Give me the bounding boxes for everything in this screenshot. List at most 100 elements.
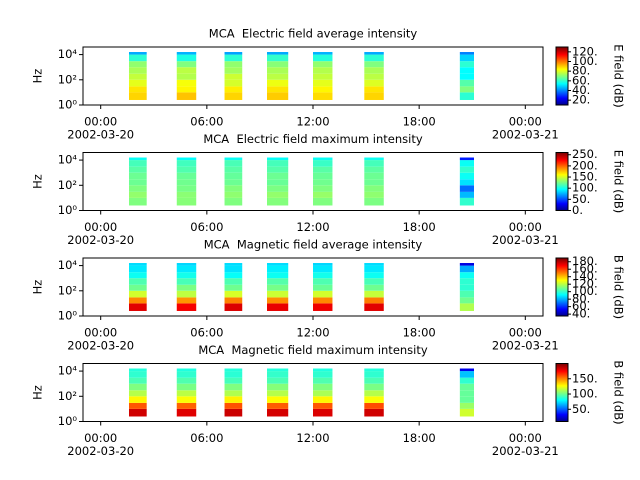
heatmap-cell bbox=[267, 191, 289, 198]
colorbar-swatch bbox=[556, 59, 568, 62]
colorbar-swatch bbox=[556, 284, 568, 286]
colorbar-swatch bbox=[556, 101, 568, 103]
colorbar-tick-label: 160. bbox=[572, 262, 598, 276]
heatmap-cell bbox=[364, 86, 384, 93]
colorbar-swatch bbox=[556, 280, 568, 282]
heatmap-cell bbox=[129, 54, 147, 62]
colorbar-swatch bbox=[556, 85, 568, 88]
colorbar-swatch bbox=[556, 84, 568, 87]
colorbar: 20.40.60.80.100.120. E field (dB) bbox=[555, 44, 626, 108]
heatmap-cell bbox=[224, 197, 243, 206]
heatmap-cell bbox=[224, 368, 243, 372]
heatmap-cell bbox=[364, 290, 384, 298]
colorbar-swatch bbox=[556, 289, 568, 292]
panel: MCA Magnetic field average intensity 00:0… bbox=[31, 238, 626, 353]
heatmap-cell bbox=[267, 290, 289, 298]
heatmap-cell bbox=[224, 67, 243, 74]
x-tick-label: 18:00 bbox=[403, 115, 436, 129]
heatmap-cell bbox=[459, 278, 474, 285]
heatmap-cell bbox=[224, 157, 243, 161]
x-tick-label: 00:00 bbox=[509, 326, 542, 340]
heatmap-cell bbox=[176, 390, 197, 397]
heatmap-cell bbox=[267, 390, 289, 397]
heatmap-cell bbox=[224, 297, 243, 304]
colorbar-label: E field (dB) bbox=[612, 150, 626, 214]
heatmap-cell bbox=[364, 185, 384, 192]
colorbar-swatch bbox=[556, 313, 568, 315]
heatmap-cell bbox=[364, 377, 384, 384]
colorbar-swatch bbox=[556, 190, 568, 192]
y-tick-label: 10² bbox=[58, 389, 77, 403]
colorbar-swatch bbox=[556, 372, 568, 374]
colorbar-tick-label: 80. bbox=[572, 64, 590, 78]
colorbar-swatch bbox=[556, 294, 568, 297]
x-tick-label: 00:00 bbox=[84, 115, 117, 129]
heatmap-cell bbox=[459, 166, 474, 173]
colorbar-swatch bbox=[556, 277, 568, 279]
colorbar-swatch bbox=[556, 152, 568, 154]
colorbar-swatch bbox=[556, 65, 568, 67]
heatmap-cell bbox=[267, 284, 289, 291]
heatmap-cell bbox=[364, 272, 384, 279]
colorbar-swatch bbox=[556, 165, 568, 167]
heatmap-cell bbox=[313, 272, 333, 279]
colorbar-swatch bbox=[556, 285, 568, 287]
heatmap-cell bbox=[176, 263, 197, 266]
heatmap-cell bbox=[459, 86, 474, 93]
heatmap-cell bbox=[459, 303, 474, 311]
heatmap-cell bbox=[176, 197, 197, 206]
colorbar-swatch bbox=[556, 306, 568, 308]
heatmap-cell bbox=[129, 185, 147, 192]
heatmap-cell bbox=[176, 166, 197, 173]
heatmap-cell bbox=[364, 61, 384, 68]
heatmap-cell bbox=[129, 160, 147, 167]
heatmap-cell bbox=[176, 371, 197, 378]
x-date-label: 2002-03-20 bbox=[67, 339, 134, 353]
heatmap-cell bbox=[459, 297, 474, 304]
heatmap-cell bbox=[364, 73, 384, 80]
heatmap-cell bbox=[313, 185, 333, 192]
heatmap-cell bbox=[267, 67, 289, 74]
heatmap-cell bbox=[313, 303, 333, 311]
heatmap-cell bbox=[313, 52, 333, 55]
colorbar-label: B field (dB) bbox=[612, 255, 626, 319]
colorbar-swatch bbox=[556, 402, 568, 404]
heatmap-cell bbox=[459, 284, 474, 291]
x-tick-label: 00:00 bbox=[509, 431, 542, 445]
colorbar-swatch bbox=[556, 267, 568, 270]
heatmap-cell bbox=[224, 390, 243, 397]
heatmap-cell bbox=[129, 371, 147, 378]
colorbar-swatch bbox=[556, 365, 568, 367]
colorbar-swatch bbox=[556, 193, 568, 195]
colorbar-swatch bbox=[556, 53, 568, 56]
colorbar-swatch bbox=[556, 167, 568, 170]
x-tick-label: 18:00 bbox=[403, 326, 436, 340]
colorbar-swatch bbox=[556, 160, 568, 162]
heatmap-cell bbox=[129, 79, 147, 87]
colorbar-tick-label: 100. bbox=[572, 54, 598, 68]
heatmap-cell bbox=[129, 402, 147, 409]
heatmap-cell bbox=[129, 73, 147, 80]
colorbar-frame bbox=[555, 46, 569, 106]
colorbar: 50.100. 150. B field (dB) bbox=[555, 360, 626, 425]
colorbar-swatch bbox=[556, 157, 568, 159]
y-tick-label: 10² bbox=[58, 72, 77, 86]
colorbar-swatch bbox=[556, 83, 568, 86]
colorbar-swatch bbox=[556, 168, 568, 171]
panel-title: MCA Electric field average intensity bbox=[209, 27, 418, 41]
colorbar-swatch bbox=[556, 416, 568, 419]
colorbar-swatch bbox=[556, 263, 568, 266]
heatmap-cell bbox=[313, 402, 333, 409]
colorbar-swatch bbox=[556, 158, 568, 160]
colorbar-swatch bbox=[556, 153, 568, 155]
heatmap-cell bbox=[129, 191, 147, 198]
heatmap-cell bbox=[267, 86, 289, 93]
colorbar-tick-label: 40. bbox=[572, 307, 590, 321]
colorbar-swatch bbox=[556, 268, 568, 271]
heatmap-cell bbox=[129, 377, 147, 384]
colorbar-tick-label: 180. bbox=[572, 254, 598, 268]
heatmap-cell bbox=[459, 61, 474, 68]
heatmap-cell bbox=[364, 371, 384, 378]
heatmap-cell bbox=[313, 166, 333, 173]
